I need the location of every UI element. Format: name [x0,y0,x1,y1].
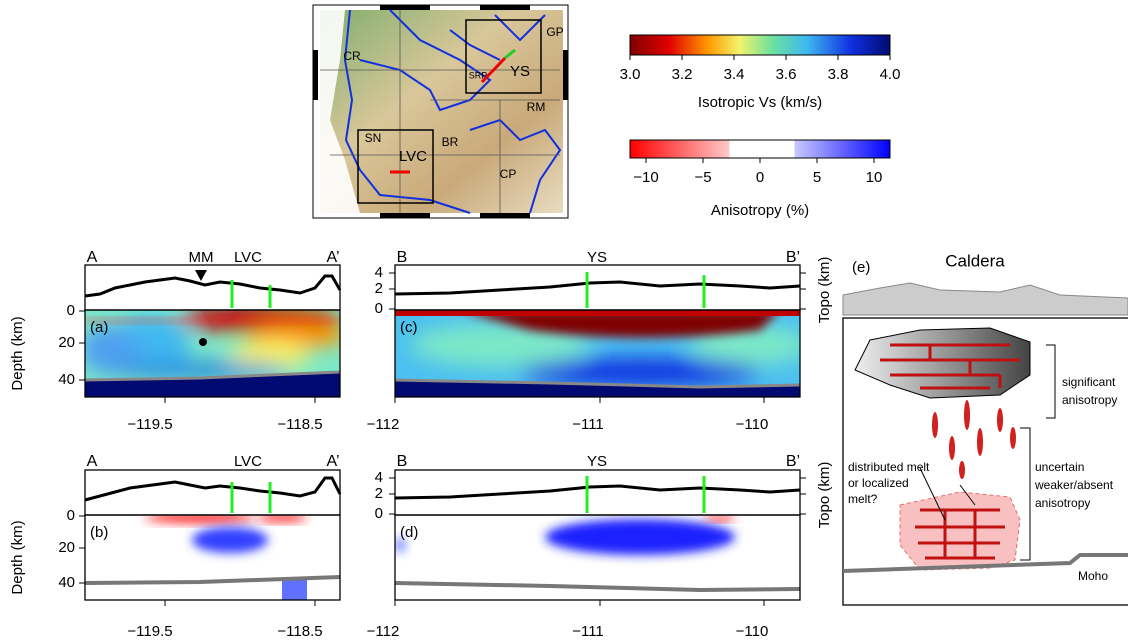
x-tick-label: −119.5 [127,623,172,640]
panels [84,264,801,601]
colorbar-anisotropy [629,139,891,159]
y-tick-label: 20 [58,539,75,556]
section-marker: MM [189,249,214,266]
map-label: SRP [469,70,488,80]
colorbar-tick-label: 10 [866,169,883,186]
annotation: significant [1062,375,1116,389]
x-tick-label: −111 [572,416,604,433]
x-tick-label: −118.5 [277,416,322,433]
colorbar-tick-label: −10 [633,169,658,186]
colorbar-tick-label: 3.2 [672,66,693,83]
annotation: distributed melt [848,460,930,474]
section-end: B’ [786,249,800,266]
map-label: BR [442,135,459,149]
section-start: B [397,453,408,470]
colorbar-vs [629,34,891,56]
map-label: CR [343,49,361,63]
topo-axis-label: Topo (km) [816,257,833,324]
colorbar-tick-label: 3.0 [620,66,641,83]
section-start: A [87,249,98,266]
colorbar-tick-label: 3.6 [776,66,797,83]
x-tick-label: −111 [572,623,604,640]
x-tick-label: −112 [367,623,400,640]
panel-tag: (e) [852,259,870,276]
topo-tick-label: 2 [375,485,383,502]
y-tick-label: 40 [58,371,75,388]
x-tick-label: −110 [736,416,769,433]
section-marker: LVC [234,453,262,470]
y-tick-label: 0 [67,507,75,524]
section-end: A’ [326,249,339,266]
map: CR GP SRP YS RM SN BR LVC CP [312,4,569,219]
topo-tick-label: 0 [375,300,383,317]
map-label: GP [546,25,563,39]
section-marker: LVC [234,249,262,266]
x-tick-label: −110 [736,623,769,640]
panel-tag: (a) [90,319,108,336]
map-label: CP [500,167,517,181]
topo-tick-label: 2 [375,280,383,297]
section-start: B [397,249,408,266]
section-marker: YS [587,249,607,266]
colorbar-label: Isotropic Vs (km/s) [698,94,822,111]
topo-axis-label: Topo (km) [816,462,833,529]
colorbar-tick-label: 4.0 [880,66,901,83]
section-start: A [87,453,98,470]
topo-tick-label: 4 [375,264,383,281]
map-label: LVC [399,148,427,165]
colorbar-tick-label: 5 [813,169,821,186]
annotation: anisotropy [1035,496,1090,510]
topo-tick-label: 4 [375,469,383,486]
x-tick-label: −119.5 [127,416,172,433]
section-end: A’ [326,453,339,470]
map-label: RM [527,100,546,114]
annotation: anisotropy [1062,393,1117,407]
y-tick-label: 0 [67,302,75,319]
annotation: weaker/absent [1034,478,1114,492]
annotation: uncertain [1035,460,1084,474]
x-tick-label: −112 [367,416,400,433]
annotation: Moho [1078,569,1108,583]
x-tick-label: −118.5 [277,623,322,640]
map-label: YS [510,63,530,80]
section-marker: YS [587,453,607,470]
colorbar-tick-label: 0 [756,169,764,186]
panel-tag: (b) [90,524,108,541]
y-tick-label: 40 [58,574,75,591]
section-end: B’ [786,453,800,470]
y-tick-label: 20 [58,334,75,351]
panel-tag: (d) [400,524,418,541]
annotation: or localized [848,476,909,490]
y-axis-label: Depth (km) [9,316,26,390]
panel-tag: (c) [400,319,418,336]
schematic: (e) Caldera significant anisotropy uncer… [842,251,1128,606]
annotation: melt? [848,492,878,506]
colorbar-tick-label: 3.8 [828,66,849,83]
y-axis-label: Depth (km) [9,520,26,594]
colorbar-tick-label: −5 [694,169,711,186]
colorbar-label: Anisotropy (%) [711,202,809,219]
topo-tick-label: 0 [375,505,383,522]
colorbar-tick-label: 3.4 [724,66,745,83]
map-label: SN [365,131,382,145]
schematic-title: Caldera [945,251,1005,270]
